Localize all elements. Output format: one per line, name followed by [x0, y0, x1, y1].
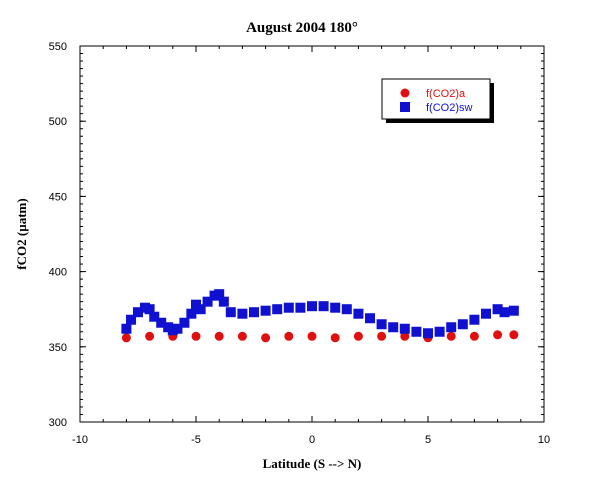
fco2sw-point: [365, 313, 375, 324]
fco2sw-point: [434, 326, 445, 337]
legend-box: [381, 78, 491, 120]
major-ticks: [79, 45, 545, 423]
series-layer: [121, 289, 519, 343]
y-axis-label: fCO2 (µatm): [14, 198, 29, 269]
fco2a-point: [493, 330, 503, 340]
fco2sw-point: [272, 304, 283, 315]
fco2sw-point: [341, 304, 352, 315]
y-tick-label: 350: [49, 342, 67, 354]
fco2a-point: [377, 331, 387, 341]
fco2a-point: [469, 331, 479, 341]
fco2sw-point: [318, 301, 329, 312]
fco2sw-point: [481, 308, 491, 319]
fco2sw-point: [260, 305, 271, 316]
x-tick-label: -10: [72, 434, 88, 446]
x-tick-label: 0: [309, 434, 315, 446]
fco2sw-point: [307, 301, 317, 312]
series-1: [121, 289, 519, 339]
y-tick-label: 400: [49, 267, 67, 279]
fco2a-point: [261, 333, 271, 343]
fco2a-point: [353, 331, 363, 341]
fco2a-point: [284, 331, 294, 341]
fco2a-point: [191, 331, 201, 341]
fco2a-point: [214, 331, 224, 341]
x-tick-label: 5: [425, 434, 431, 446]
fco2sw-point: [457, 319, 468, 330]
legend-marker-fco2sw: [400, 102, 410, 112]
fco2sw-point: [144, 304, 155, 315]
fco2sw-point: [186, 308, 197, 319]
fco2a-point: [307, 331, 317, 341]
y-tick-label: 450: [49, 191, 67, 203]
legend-marker-fco2a: [400, 88, 410, 98]
fco2sw-point: [172, 323, 183, 334]
legend: f(CO2)a f(CO2)sw: [381, 78, 494, 123]
fco2sw-point: [218, 296, 229, 307]
fco2sw-point: [214, 289, 225, 300]
fco2sw-point: [195, 304, 206, 315]
x-tick-label: 10: [538, 434, 550, 446]
fco2a-point: [400, 331, 410, 341]
fco2sw-point: [330, 302, 341, 313]
fco2sw-point: [283, 302, 294, 313]
fco2a-point: [446, 331, 456, 341]
fco2sw-point: [492, 304, 503, 315]
x-tick-label: -5: [191, 434, 201, 446]
fco2a-point: [330, 333, 340, 343]
fco2sw-point: [423, 328, 433, 339]
fco2sw-point: [411, 326, 422, 337]
fco2sw-point: [446, 322, 457, 333]
y-tick-label: 550: [49, 41, 67, 53]
chart-title: August 2004 180°: [246, 20, 358, 36]
fco2sw-point: [249, 307, 259, 318]
fco2sw-point: [295, 302, 306, 313]
fco2sw-point: [508, 305, 519, 316]
fco2sw-point: [353, 308, 364, 319]
fco2sw-point: [469, 314, 480, 325]
tick-labels: -10 -5 0 5 10 300 350 400 450 500 550: [49, 41, 550, 446]
fco2a-point: [237, 331, 247, 341]
y-tick-label: 300: [49, 417, 67, 429]
fco2sw-point: [149, 311, 160, 322]
fco2sw-point: [179, 317, 190, 328]
fco2sw-point: [399, 323, 410, 334]
fco2sw-point: [225, 307, 236, 318]
fco2sw-point: [133, 307, 143, 318]
fco2a-point: [121, 333, 131, 343]
fco2a-point: [509, 330, 519, 340]
fco2sw-point: [126, 314, 137, 325]
fco2sw-point: [499, 307, 510, 318]
x-axis-label: Latitude (S --> N): [263, 456, 362, 471]
fco2sw-point: [202, 296, 213, 307]
fco2sw-point: [156, 317, 167, 328]
fco2sw-point: [388, 322, 399, 333]
fco2sw-point: [376, 319, 387, 330]
legend-label-fco2sw: f(CO2)sw: [426, 102, 473, 114]
y-tick-label: 500: [49, 116, 67, 128]
fco2a-point: [145, 331, 155, 341]
legend-label-fco2a: f(CO2)a: [426, 88, 466, 100]
series-0: [121, 330, 519, 343]
fco2sw-point: [237, 308, 248, 319]
fco2sw-point: [121, 323, 132, 334]
